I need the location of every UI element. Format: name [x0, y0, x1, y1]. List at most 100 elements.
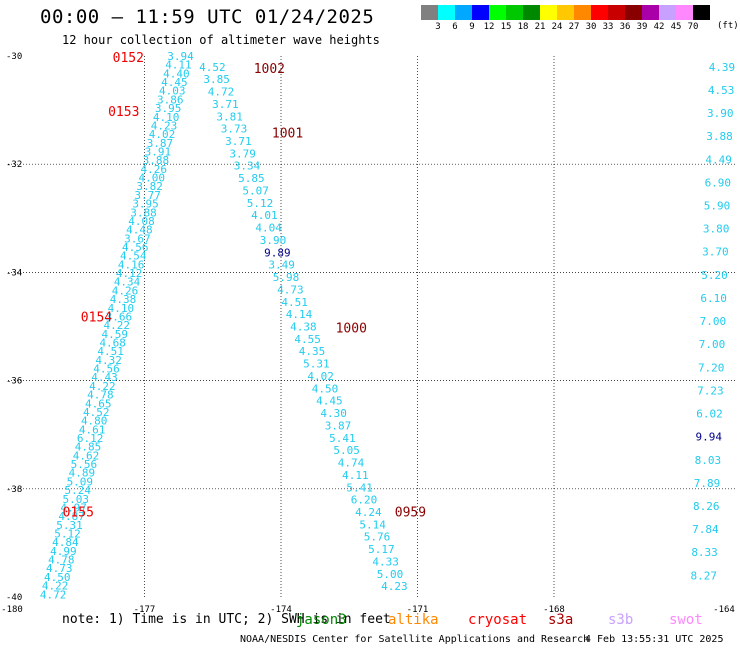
- chart-title: 00:00 — 11:59 UTC 01/24/2025: [40, 6, 375, 28]
- wave-height-value: 4.03: [159, 85, 186, 98]
- wave-height-value: 4.53: [708, 84, 735, 97]
- mission-label: swot: [669, 612, 703, 628]
- legend-swatch: [625, 5, 642, 20]
- wave-height-value: 4.99: [50, 545, 76, 558]
- wave-height-value: 4.51: [281, 296, 308, 309]
- legend-swatch: [540, 5, 557, 20]
- wave-height-value: 5.12: [247, 197, 274, 210]
- legend-label: 3: [435, 22, 441, 32]
- legend-swatch: [421, 5, 438, 20]
- x-tick-label: -171: [407, 605, 429, 615]
- legend-swatch: [455, 5, 472, 20]
- legend-label: 39: [636, 22, 648, 32]
- wave-height-value: 4.26: [141, 163, 168, 176]
- footer-note: note: 1) Time is in UTC; 2) SWH is in fe…: [62, 612, 391, 627]
- wave-height-value: 3.73: [221, 123, 248, 136]
- wave-height-value: 4.65: [85, 397, 112, 410]
- mission-label: s3b: [608, 612, 634, 628]
- wave-height-value: 5.05: [333, 444, 360, 457]
- wave-height-value: 5.90: [704, 200, 731, 213]
- wave-height-value: 4.50: [312, 382, 339, 395]
- wave-height-value: 4.22: [89, 380, 116, 393]
- legend-swatches: [421, 5, 710, 20]
- wave-height-value: 3.86: [157, 93, 184, 106]
- wave-height-value: 4.40: [163, 67, 190, 80]
- wave-height-value: 3.77: [134, 189, 161, 202]
- wave-height-value: 5.41: [346, 481, 373, 494]
- wave-height-value: 3.71: [225, 135, 252, 148]
- legend-label: 27: [568, 22, 580, 32]
- wave-height-value: 4.45: [161, 76, 188, 89]
- wave-height-value: 8.03: [695, 454, 722, 467]
- x-tick-label: -164: [713, 605, 735, 615]
- wave-height-value: 4.38: [290, 321, 317, 334]
- legend-swatch: [489, 5, 506, 20]
- wave-height-value: 4.23: [151, 119, 178, 132]
- legend-label: 6: [452, 22, 458, 32]
- wave-height-value: 4.62: [73, 449, 100, 462]
- chart-subtitle: 12 hour collection of altimeter wave hei…: [62, 33, 380, 47]
- wave-height-value: 3.88: [143, 154, 170, 167]
- wave-height-value: 4.12: [116, 267, 142, 280]
- wave-height-value: 4.52: [83, 406, 110, 419]
- wave-height-value: 5.14: [359, 518, 386, 531]
- wave-height-value: 4.00: [138, 172, 165, 185]
- legend-swatch: [676, 5, 693, 20]
- y-tick-label: -40: [6, 593, 22, 603]
- wave-height-value: 5.24: [65, 484, 92, 497]
- legend-unit: (ft): [717, 21, 739, 31]
- legend-label: 9: [469, 22, 475, 32]
- wave-height-value: 4.74: [338, 457, 365, 470]
- wave-height-value: 4.30: [320, 407, 347, 420]
- legend-swatch: [506, 5, 523, 20]
- wave-height-value: 7.00: [699, 338, 726, 351]
- color-legend: 3 6 9 12 15 18 21 24 27 30 33 36 39 42 45 70: [421, 5, 710, 34]
- legend-swatch: [557, 5, 574, 20]
- wave-height-value: 4.10: [153, 111, 180, 124]
- mission-label: jason3: [296, 612, 347, 628]
- x-tick-label: -174: [270, 605, 292, 615]
- wave-height-value: 5.12: [54, 528, 81, 541]
- legend-label: 33: [602, 22, 614, 32]
- wave-height-value: 3.79: [229, 147, 256, 160]
- time-label: 0154: [81, 311, 112, 326]
- legend-label: 12: [483, 22, 495, 32]
- wave-height-value: 3.91: [145, 146, 172, 159]
- wave-height-value: 3.66: [106, 310, 132, 323]
- wave-height-value: 3.87: [147, 137, 174, 150]
- wave-height-value: 4.24: [355, 506, 382, 519]
- wave-height-value: 4.23: [381, 580, 408, 593]
- mission-label: cryosat: [468, 612, 528, 628]
- wave-height-value: 6.20: [351, 494, 378, 507]
- wave-height-value: 5.09: [67, 475, 94, 488]
- wave-height-value: 4.80: [81, 415, 108, 428]
- wave-height-value: 4.78: [87, 389, 114, 402]
- wave-height-value: 5.41: [329, 432, 356, 445]
- legend-swatch: [608, 5, 625, 20]
- legend-label: 18: [517, 22, 529, 32]
- wave-height-value: 3.82: [136, 180, 163, 193]
- wave-height-value: 4.39: [709, 61, 736, 74]
- wave-height-value: 3.85: [203, 73, 230, 86]
- wave-height-value: 4.10: [108, 302, 134, 315]
- wave-height-value: 3.90: [260, 234, 287, 247]
- wave-height-value: 6.10: [700, 292, 727, 305]
- wave-height-value: 4.55: [294, 333, 321, 346]
- wave-height-value: 3.90: [707, 107, 734, 120]
- wave-height-value: 4.02: [307, 370, 334, 383]
- time-label: 0155: [63, 505, 94, 520]
- pressure-label: 1002: [254, 62, 285, 77]
- wave-height-value: 5.98: [273, 271, 300, 284]
- wave-height-value: 4.45: [316, 395, 343, 408]
- legend-swatch: [472, 5, 489, 20]
- wave-height-value: 5.03: [62, 493, 89, 506]
- wave-height-value: 4.22: [42, 580, 69, 593]
- y-tick-label: -36: [6, 377, 22, 387]
- legend-swatch: [523, 5, 540, 20]
- mission-legend: jason3 altika cryosat s3a s3b swot: [296, 612, 736, 630]
- wave-height-value: 4.48: [126, 224, 153, 237]
- x-tick-label: -168: [543, 605, 565, 615]
- time-label: 0153: [108, 105, 139, 120]
- legend-labels: 3 6 9 12 15 18 21 24 27 30 33 36 39 42 45 70: [421, 20, 710, 34]
- wave-height-value: 5.56: [71, 458, 98, 471]
